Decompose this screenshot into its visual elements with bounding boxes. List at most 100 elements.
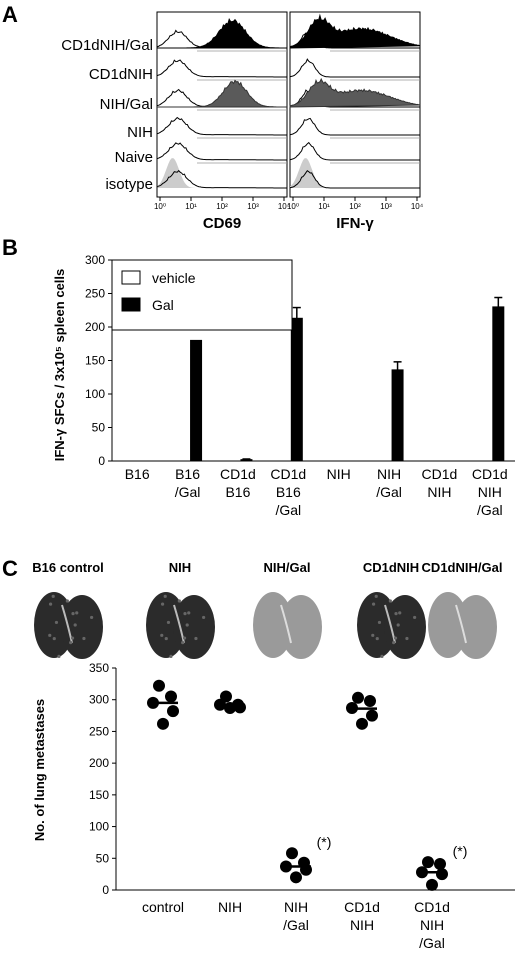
metastasis-spot	[380, 654, 384, 658]
metastasis-spot	[371, 602, 376, 606]
histogram-outline	[156, 116, 287, 136]
lung-image	[428, 592, 497, 659]
row-label: CD1dNIH	[89, 66, 153, 83]
nih-gal-histogram	[157, 79, 287, 108]
scatter-point	[165, 690, 177, 703]
category-label: NIH	[478, 484, 502, 500]
lung-label: NIH	[169, 560, 191, 575]
category-label: CD1d	[270, 466, 306, 482]
metastasis-spot	[160, 633, 164, 637]
y-tick-label: 0	[98, 454, 105, 468]
y-tick-label: 50	[96, 851, 110, 865]
metastasis-spot	[90, 615, 94, 620]
y-tick-label: 150	[89, 788, 109, 802]
isotype-histogram	[290, 158, 420, 188]
bar-legend: vehicle Gal	[111, 259, 293, 331]
category-label: NIH	[218, 899, 242, 915]
y-tick-label: 100	[85, 387, 105, 401]
y-tick-label: 200	[85, 320, 105, 334]
metastasis-spot	[73, 623, 77, 627]
category-label: CD1d	[422, 466, 458, 482]
scatter-point	[352, 691, 364, 704]
metastasis-spot	[69, 641, 73, 645]
histogram-outline	[156, 59, 287, 78]
metastasis-spot	[169, 654, 173, 658]
lung-image	[146, 592, 215, 659]
y-tick-label: 250	[85, 287, 105, 301]
scatter-point	[426, 878, 438, 891]
category-label: /Gal	[283, 917, 309, 933]
lung-image	[253, 592, 322, 659]
nih-gal-histogram	[289, 77, 421, 108]
legend-swatch	[121, 270, 141, 285]
lung-vessel	[455, 604, 467, 644]
x-tick-label: 10¹	[318, 202, 330, 211]
scatter-point	[234, 701, 246, 714]
metastasis-spot	[75, 611, 79, 615]
significance-annotation: (*)	[317, 834, 332, 850]
metastasis-spot	[377, 620, 382, 625]
panel-a-letter: A	[2, 2, 18, 27]
category-label: NIH	[350, 917, 374, 933]
row-label: NIH/Gal	[100, 96, 153, 113]
metastasis-spot	[163, 594, 167, 598]
metastasis-spot	[164, 636, 168, 641]
histogram-outline	[289, 117, 420, 136]
row-label: isotype	[105, 176, 153, 193]
metastasis-spot	[374, 594, 378, 598]
metastasis-spot	[182, 636, 187, 640]
scatter-point	[436, 868, 448, 881]
category-label: /Gal	[419, 935, 445, 951]
bar-gal	[290, 317, 303, 462]
metastasis-spot	[183, 612, 187, 616]
y-tick-label: 50	[92, 421, 106, 435]
y-tick-label: 0	[102, 883, 109, 897]
legend-label: vehicle	[152, 270, 196, 286]
panel-b-letter: B	[2, 235, 18, 260]
metastasis-spot	[396, 623, 400, 627]
metastasis-spot	[413, 615, 417, 620]
category-label: CD1d	[344, 899, 380, 915]
category-label: NIH	[377, 466, 401, 482]
x-tick-label: 10³	[247, 202, 259, 211]
metastasis-spot	[48, 602, 53, 606]
category-label: CD1d	[220, 466, 256, 482]
category-label: B16	[276, 484, 301, 500]
y-tick-label: 250	[89, 724, 109, 738]
scatter-point	[214, 698, 226, 711]
metastasis-spot	[71, 612, 75, 616]
scatter-point	[286, 847, 298, 860]
row-label: CD1dNIH/Gal	[61, 37, 153, 54]
scatter-point	[356, 717, 368, 730]
metastasis-spot	[48, 633, 52, 637]
metastasis-spot	[177, 599, 181, 603]
isotype-histogram	[157, 158, 287, 188]
metastasis-spot	[51, 594, 55, 598]
metastasis-spot	[57, 654, 61, 658]
metastasis-spot	[388, 599, 392, 603]
significance-annotation: (*)	[453, 843, 468, 859]
y-tick-label: 350	[89, 661, 109, 675]
legend-label: Gal	[152, 297, 174, 313]
scatter-ylabel: No. of lung metastases	[32, 699, 47, 841]
metastasis-spot	[70, 636, 75, 640]
panel-a-histograms: CD1dNIH/Gal CD1dNIH NIH/Gal NIH Naive is…	[61, 11, 424, 232]
y-tick-label: 200	[89, 756, 109, 770]
x-tick-label: 10¹	[185, 202, 197, 211]
scatter-point	[290, 871, 302, 884]
category-label: CD1d	[414, 899, 450, 915]
bar-gal	[190, 339, 203, 462]
y-tick-label: 300	[89, 693, 109, 707]
scatter-point	[422, 856, 434, 869]
xlabel-cd69: CD69	[203, 215, 241, 232]
y-tick-label: 100	[89, 820, 109, 834]
category-label: control	[142, 899, 184, 915]
category-label: B16	[225, 484, 250, 500]
metastasis-spot	[371, 633, 375, 637]
row-label: Naive	[115, 149, 153, 166]
panel-b-bar-chart: IFN-γ SFCs / 3x10⁵ spleen cells 0 50 100 15…	[52, 253, 515, 518]
category-label: /Gal	[477, 502, 503, 518]
lung-label: NIH/Gal	[264, 560, 311, 575]
metastasis-spot	[160, 602, 165, 606]
metastasis-spot	[394, 612, 398, 616]
